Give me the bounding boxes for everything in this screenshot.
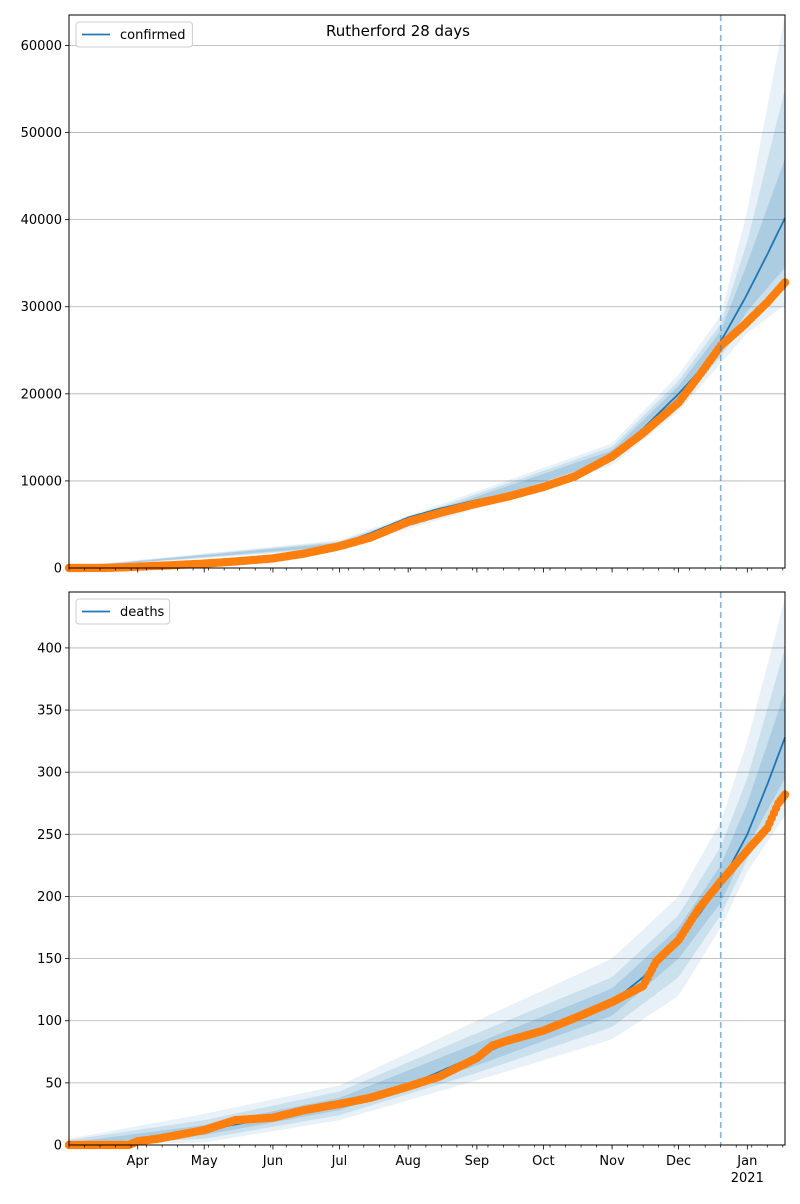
y-tick-label: 60000 — [21, 39, 62, 54]
panel-2: 0 50 100 150 200 250 300 350 400 Apr May Jun Jul Aug S… — [37, 591, 790, 1186]
x-year-label: 2021 — [731, 1171, 764, 1186]
x-tick-label: Dec — [666, 1154, 691, 1169]
plot-frame — [68, 591, 786, 1146]
y-tick-label: 150 — [37, 952, 62, 967]
y-tick-label: 0 — [54, 562, 62, 577]
x-tick-label: Jan — [736, 1154, 757, 1169]
y-tick-label: 20000 — [21, 387, 62, 402]
chart-title: Rutherford 28 days — [326, 22, 470, 40]
y-tick-label: 10000 — [21, 474, 62, 489]
y-tick-label: 100 — [37, 1014, 62, 1029]
x-tick-label: May — [191, 1154, 218, 1169]
legend-box — [75, 21, 193, 48]
x-tick-label: Jun — [262, 1154, 283, 1169]
legend-box — [75, 598, 171, 625]
panel-1: 0 10000 20000 30000 40000 50000 60000 confirmed — [21, 14, 790, 577]
x-tick-label: Jul — [331, 1154, 348, 1169]
x-tick-label: Aug — [395, 1154, 420, 1169]
y-tick-label: 350 — [37, 704, 62, 719]
x-tick-label: Oct — [532, 1154, 554, 1169]
x-tick-label: Apr — [126, 1154, 149, 1169]
uncertainty-band — [69, 89, 785, 568]
y-tick-label: 50000 — [21, 126, 62, 141]
x-tick-label: Sep — [465, 1154, 490, 1169]
y-tick-label: 40000 — [21, 213, 62, 228]
plot-frame — [68, 14, 786, 569]
legend: confirmed — [75, 21, 193, 48]
legend-label: deaths — [120, 605, 165, 620]
uncertainty-band — [69, 647, 785, 1145]
x-tick-label: Nov — [599, 1154, 625, 1169]
y-tick-label: 0 — [54, 1139, 62, 1154]
y-tick-label: 50 — [45, 1076, 62, 1091]
observed-points — [64, 278, 790, 573]
uncertainty-band — [69, 15, 785, 568]
y-tick-label: 400 — [37, 641, 62, 656]
y-tick-label: 250 — [37, 828, 62, 843]
observed-points — [64, 790, 790, 1150]
y-tick-label: 30000 — [21, 300, 62, 315]
y-tick-label: 200 — [37, 890, 62, 905]
legend-label: confirmed — [120, 28, 186, 43]
legend: deaths — [75, 598, 171, 625]
y-tick-label: 300 — [37, 766, 62, 781]
